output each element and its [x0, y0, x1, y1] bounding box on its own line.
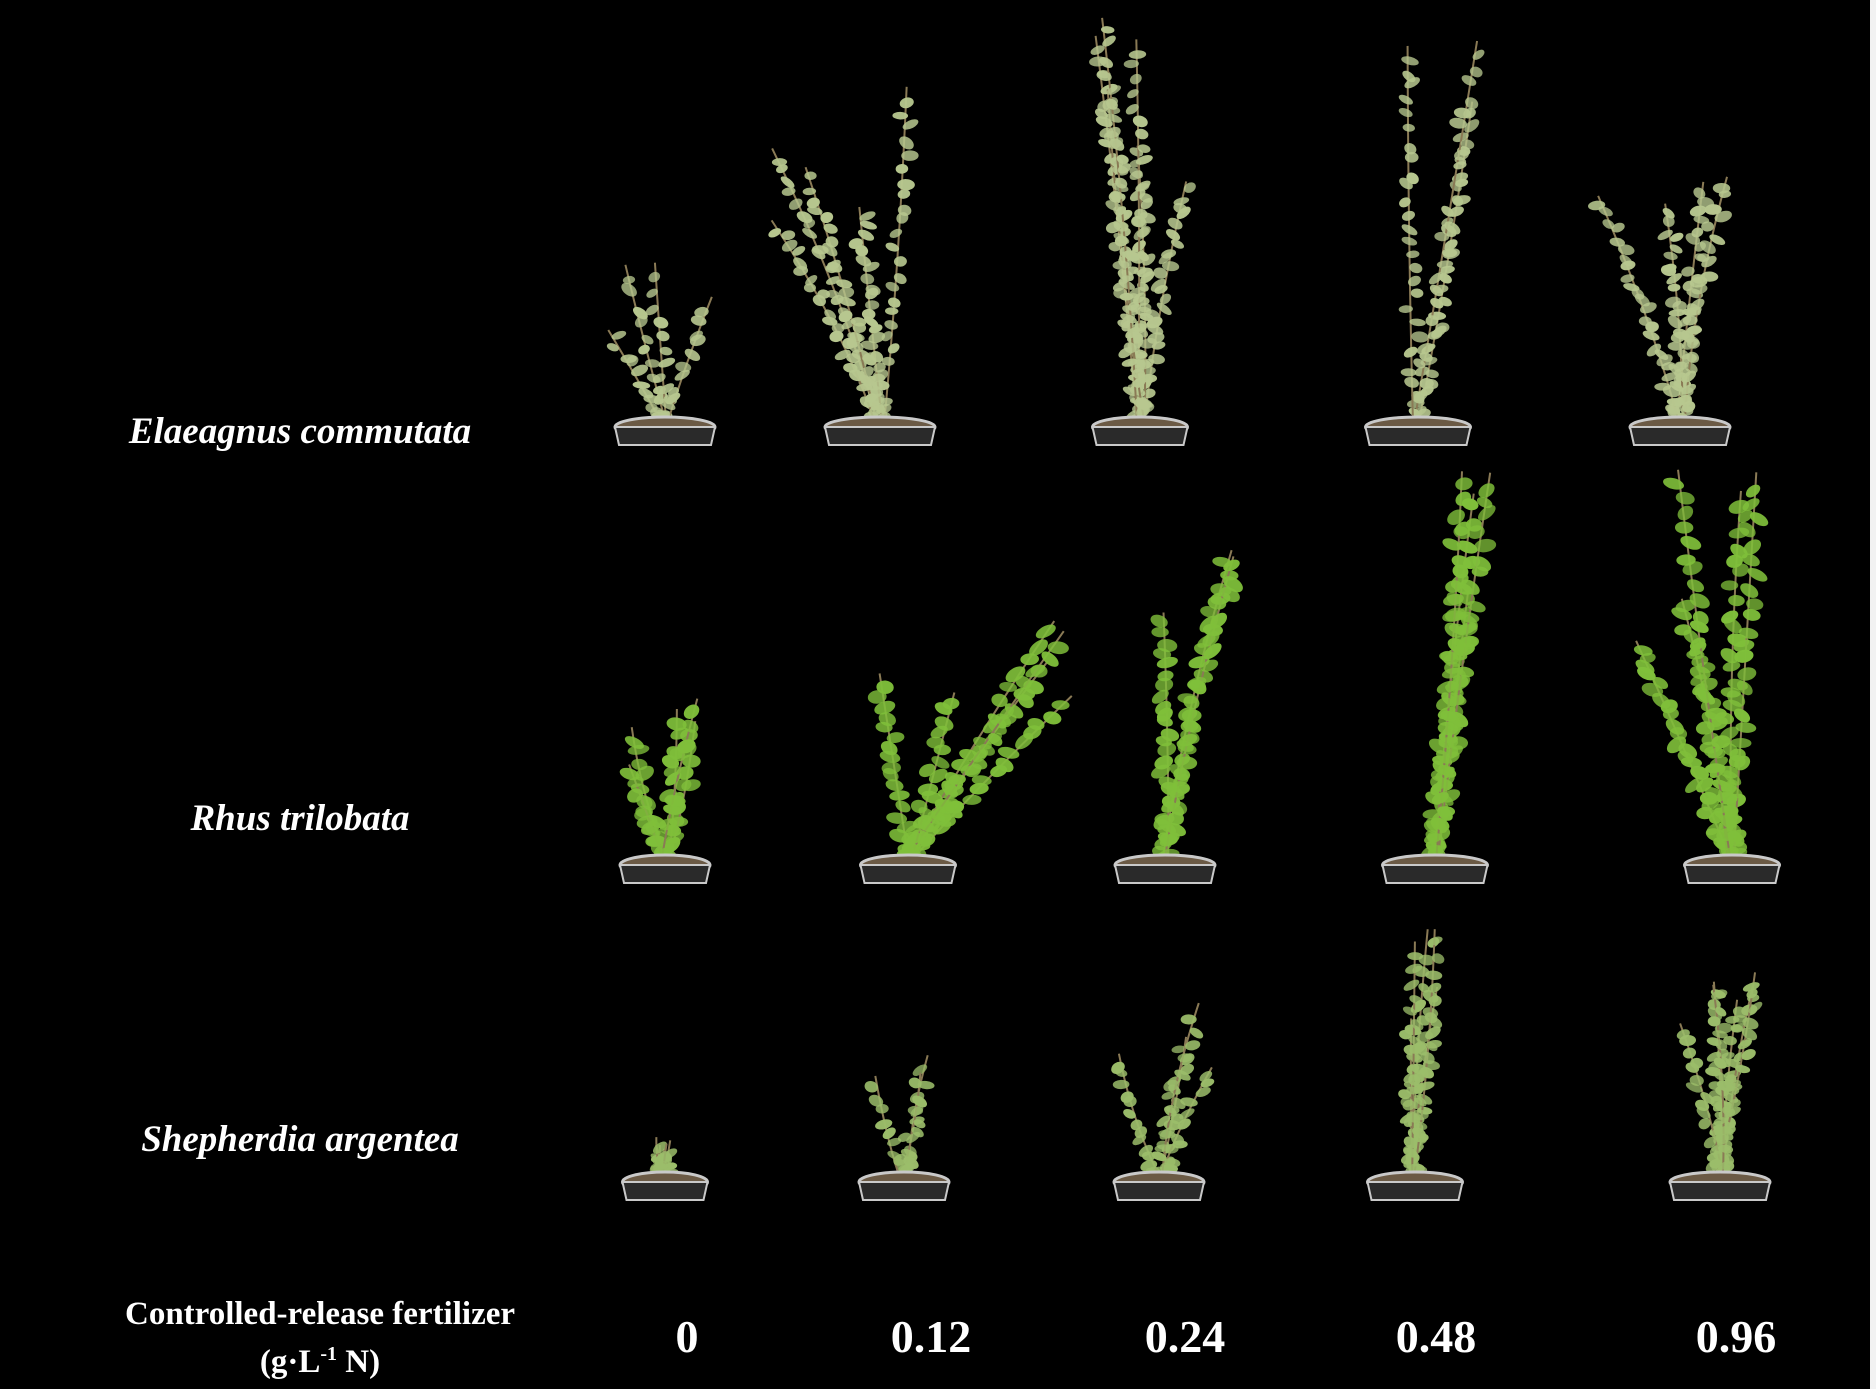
rate-label-1: 0.12 — [890, 1311, 972, 1362]
plant-row3-rate5 — [1668, 972, 1772, 1201]
plant-row1-rate4 — [1364, 40, 1485, 446]
plant-row2-rate3 — [1113, 549, 1243, 884]
rate-label-4: 0.96 — [1695, 1311, 1777, 1362]
right-margin — [1870, 0, 1876, 1389]
plant-row1-rate3 — [1089, 17, 1196, 446]
plant-row3-rate1 — [621, 1137, 709, 1201]
rate-label-0: 0 — [675, 1311, 699, 1362]
rate-label-3: 0.48 — [1395, 1311, 1477, 1362]
plant-row2-rate4 — [1381, 471, 1497, 884]
plant-row1-rate1 — [606, 262, 717, 446]
rate-label-2: 0.24 — [1144, 1311, 1226, 1362]
axis-title-unit: (g·L-1 N) — [259, 1343, 381, 1380]
species-label-elaeagnus: Elaeagnus commutata — [128, 411, 472, 452]
species-label-rhus: Rhus trilobata — [190, 798, 410, 839]
plant-row1-rate5 — [1588, 176, 1732, 446]
fertilizer-axis-title: Controlled-release fertilizer (g·L-1 N) — [70, 1294, 570, 1382]
plant-row3-rate4 — [1366, 929, 1464, 1201]
axis-title-line1: Controlled-release fertilizer — [124, 1296, 516, 1332]
plant-row1-rate2 — [768, 86, 937, 446]
plant-row2-rate1 — [618, 698, 712, 884]
plant-row3-rate2 — [857, 1054, 951, 1201]
plant-row3-rate3 — [1111, 1002, 1215, 1201]
species-label-shepherdia: Shepherdia argentea — [141, 1119, 459, 1160]
plant-row2-rate5 — [1633, 469, 1781, 884]
plant-row2-rate2 — [859, 620, 1073, 884]
